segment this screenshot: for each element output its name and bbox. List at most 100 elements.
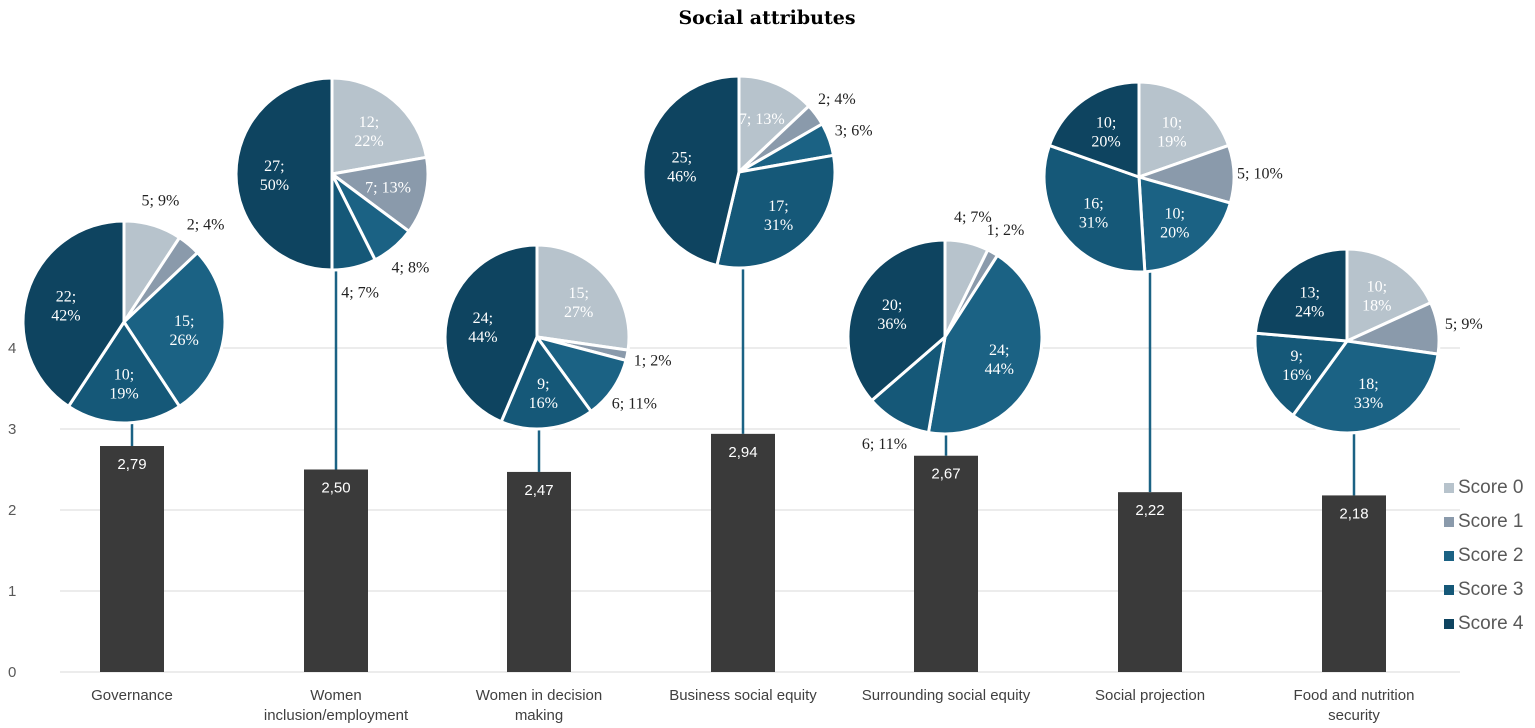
bar bbox=[711, 433, 775, 672]
pie-slice-label: 9; 16% bbox=[529, 376, 558, 412]
pie-slice bbox=[66, 319, 182, 425]
pie-label-text: 4; 7% bbox=[341, 285, 379, 302]
pie-label-text: 1; 2% bbox=[987, 222, 1025, 239]
pie-label-text: 7; 13% bbox=[365, 179, 411, 196]
pie-slice-label: 24; 44% bbox=[985, 342, 1014, 378]
legend-swatch bbox=[1444, 619, 1454, 629]
pie-slice bbox=[846, 238, 947, 403]
bar-value-label: 2,67 bbox=[931, 466, 960, 483]
pie-slice-label: 13; 24% bbox=[1295, 284, 1324, 320]
pie-slice-label: 22; 42% bbox=[51, 289, 80, 325]
category-label-line: Food and nutrition bbox=[1294, 687, 1415, 704]
pie-chart: 5; 9%2; 4%15; 26%10; 19%22; 42% bbox=[21, 192, 227, 425]
category-label: Social projection bbox=[1095, 687, 1205, 704]
legend-label: Score 4 bbox=[1458, 613, 1524, 634]
pie-slice-label: 10; 20% bbox=[1160, 205, 1189, 241]
pie-label-count: 17; bbox=[768, 198, 788, 215]
pie-label-count: 9; bbox=[1291, 348, 1303, 365]
pie-label-count: 25; bbox=[672, 149, 692, 166]
category-label-line: Social projection bbox=[1095, 687, 1205, 704]
pie-label-text: 6; 11% bbox=[612, 396, 657, 413]
y-tick-label: 4 bbox=[8, 340, 16, 357]
pie-slice-label: 24; 44% bbox=[468, 310, 497, 346]
legend-label: Score 1 bbox=[1458, 511, 1523, 532]
pie-slice-label: 20; 36% bbox=[877, 297, 906, 333]
pie-slice-label: 6; 11% bbox=[612, 396, 657, 413]
legend-swatch bbox=[1444, 483, 1454, 493]
bar-value-label: 2,18 bbox=[1339, 505, 1368, 522]
pie-label-count: 24; bbox=[989, 342, 1009, 359]
pie-label-percent: 44% bbox=[468, 329, 497, 346]
category-label-line: Business social equity bbox=[669, 687, 817, 704]
pie-slice bbox=[1042, 143, 1147, 274]
pie-label-count: 18; bbox=[1358, 376, 1378, 393]
bar-value-label: 2,79 bbox=[117, 456, 146, 473]
bar-group: 2,79 Governance bbox=[91, 423, 173, 704]
pie-label-text: 4; 8% bbox=[392, 259, 430, 276]
y-tick-label: 3 bbox=[8, 421, 16, 438]
category-label-line: Governance bbox=[91, 687, 173, 704]
pie-label-percent: 31% bbox=[764, 217, 793, 234]
pie-label-count: 22; bbox=[56, 289, 76, 306]
bar-value-label: 2,22 bbox=[1135, 502, 1164, 519]
pie-label-percent: 42% bbox=[51, 308, 80, 325]
pie-label-count: 10; bbox=[1165, 205, 1185, 222]
pie-label-percent: 26% bbox=[170, 332, 199, 349]
pie-label-percent: 46% bbox=[667, 168, 696, 185]
pie-label-percent: 44% bbox=[985, 361, 1014, 378]
pie-label-percent: 20% bbox=[1091, 133, 1120, 150]
pie-slice-label: 1; 2% bbox=[987, 222, 1025, 239]
pie-slice-label: 15; 26% bbox=[170, 313, 199, 349]
y-tick-label: 2 bbox=[8, 502, 16, 519]
pie-chart: 7; 13%2; 4%3; 6%17; 31%25; 46% bbox=[641, 74, 873, 270]
pie-slice-label: 6; 11% bbox=[862, 436, 907, 453]
pie-slice-label: 3; 6% bbox=[835, 122, 873, 139]
pie-label-count: 10; bbox=[1367, 279, 1387, 296]
pie-slice-label: 4; 8% bbox=[392, 259, 430, 276]
pie-label-percent: 18% bbox=[1362, 298, 1391, 315]
bar-group: 2,50 Women inclusion/employment bbox=[264, 270, 409, 724]
pie-label-count: 24; bbox=[473, 310, 493, 327]
pie-label-text: 5; 10% bbox=[1237, 165, 1283, 182]
pie-slice-label: 18; 33% bbox=[1354, 376, 1383, 412]
pie-slice-label: 5; 10% bbox=[1237, 165, 1283, 182]
pie-slice-label: 12; 22% bbox=[354, 114, 383, 150]
pie-slice-label: 9; 16% bbox=[1282, 348, 1311, 384]
pie-label-percent: 16% bbox=[1282, 367, 1311, 384]
pie-label-percent: 20% bbox=[1160, 224, 1189, 241]
pie-label-text: 2; 4% bbox=[818, 91, 856, 108]
category-label-line: Women in decision bbox=[476, 687, 602, 704]
category-label-line: inclusion/employment bbox=[264, 707, 409, 724]
bar bbox=[507, 471, 571, 672]
pie-slice-label: 17; 31% bbox=[764, 198, 793, 234]
pie-slice-label: 27; 50% bbox=[260, 158, 289, 194]
y-tick-label: 1 bbox=[8, 583, 16, 600]
pie-label-text: 1; 2% bbox=[634, 352, 672, 369]
pie-label-text: 5; 9% bbox=[1445, 316, 1483, 333]
pie-label-percent: 50% bbox=[260, 177, 289, 194]
pie-slice bbox=[1345, 247, 1433, 344]
pie-label-percent: 19% bbox=[109, 386, 138, 403]
pie-label-text: 6; 11% bbox=[862, 436, 907, 453]
pie-slice-label: 2; 4% bbox=[818, 91, 856, 108]
bar-group: 2,67 Surrounding social equity bbox=[862, 434, 1031, 704]
category-label: Women in decision making bbox=[476, 687, 602, 724]
pie-chart: 15; 27%1; 2%6; 11%9; 16%24; 44% bbox=[443, 243, 672, 431]
pie-label-count: 10; bbox=[1162, 114, 1182, 131]
bar bbox=[914, 455, 978, 672]
pie-label-percent: 19% bbox=[1157, 133, 1186, 150]
pie-label-count: 12; bbox=[359, 114, 379, 131]
pie-slice bbox=[1253, 331, 1350, 418]
pie-slice-label: 7; 13% bbox=[739, 111, 785, 128]
pie-slice bbox=[330, 76, 429, 176]
pie-label-count: 15; bbox=[568, 285, 588, 302]
pie-slice bbox=[443, 243, 539, 424]
pie-label-percent: 16% bbox=[529, 395, 558, 412]
pie-slice-label: 7; 13% bbox=[365, 179, 411, 196]
category-label-line: making bbox=[515, 707, 563, 724]
category-label-line: Surrounding social equity bbox=[862, 687, 1031, 704]
pie-label-count: 9; bbox=[537, 376, 549, 393]
pie-label-percent: 31% bbox=[1079, 214, 1108, 231]
